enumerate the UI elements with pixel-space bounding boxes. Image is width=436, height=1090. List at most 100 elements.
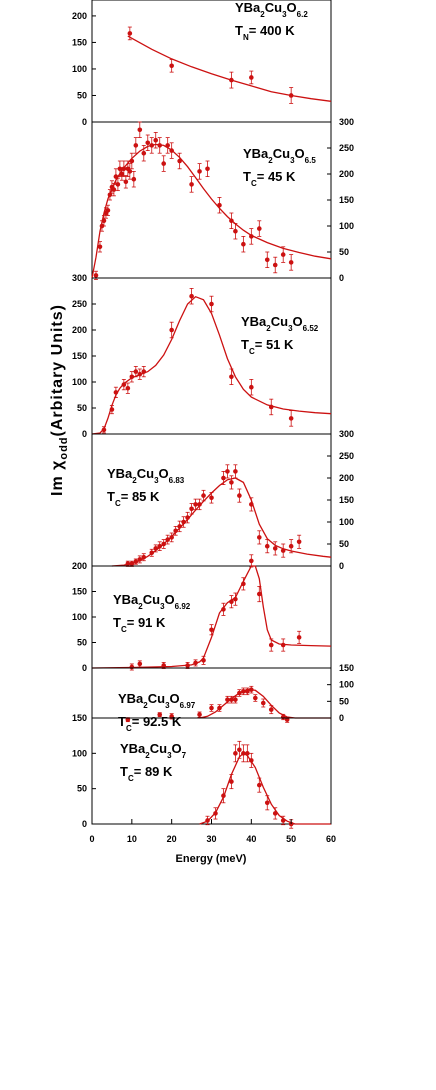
data-point (280, 548, 286, 553)
compound-label-part: YBa (243, 146, 269, 161)
compound-label-part: 2 (138, 602, 143, 611)
data-point (288, 260, 294, 265)
compound-label-part: 2 (260, 10, 265, 19)
y-tick-label: 50 (77, 784, 87, 794)
data-point (193, 660, 198, 666)
parameter-label-part: T (107, 489, 115, 504)
fit-curve (127, 35, 332, 102)
data-point (173, 528, 178, 534)
parameter-label-part: C (128, 774, 134, 783)
data-point (221, 607, 226, 612)
data-point (123, 179, 129, 185)
y-axis-label-suffix: (Arbitary Units) (49, 304, 66, 436)
data-point (249, 558, 254, 564)
y-tick-label: 50 (77, 403, 87, 413)
parameter-label: TC= 91 K (113, 615, 166, 634)
compound-label-part: 6.97 (180, 701, 196, 710)
y-tick-label: 300 (339, 429, 354, 439)
data-point (245, 689, 250, 694)
data-point (177, 524, 182, 529)
data-point (245, 751, 250, 756)
data-point (97, 244, 103, 250)
data-point (161, 161, 166, 166)
data-point (125, 385, 131, 391)
data-point (197, 169, 202, 174)
compound-label: YBa2Cu3O6.97 (118, 691, 196, 710)
parameter-label-part: T (118, 714, 126, 729)
data-point (280, 252, 286, 257)
fit-curve (111, 477, 332, 567)
y-tick-label: 150 (72, 713, 87, 723)
data-point (249, 384, 254, 390)
parameter-label: TC= 89 K (120, 764, 173, 783)
parameter-label: TC= 45 K (243, 169, 296, 188)
data-point (237, 690, 242, 696)
compound-label-part: YBa (235, 0, 261, 15)
data-point (264, 800, 270, 806)
data-point (137, 127, 143, 133)
compound-label-part: YBa (113, 592, 139, 607)
data-point (153, 546, 159, 551)
data-point (217, 705, 222, 711)
x-tick-label: 20 (167, 834, 177, 844)
data-point (233, 469, 238, 474)
data-point (241, 241, 246, 247)
data-point (101, 218, 107, 224)
data-point (157, 543, 163, 549)
compound-label-part: Cu (150, 741, 167, 756)
compound-label-part: 3 (165, 701, 170, 710)
parameter-label-part: T (120, 764, 128, 779)
compound-label-part: Cu (273, 146, 290, 161)
y-tick-label: 100 (72, 748, 87, 758)
data-point (129, 561, 135, 567)
compound-label-part: 6.52 (303, 324, 319, 333)
data-point (249, 758, 254, 763)
data-point (161, 541, 166, 547)
data-point (229, 77, 234, 83)
data-point (249, 502, 254, 507)
data-point (125, 561, 131, 567)
data-point (115, 182, 121, 187)
y-axis-label-subscript: odd (58, 436, 70, 459)
y-tick-label: 50 (339, 696, 349, 706)
data-point (137, 371, 143, 377)
fit-curve (199, 752, 331, 825)
data-point (127, 31, 133, 36)
data-point (111, 187, 117, 192)
data-point (229, 779, 234, 784)
y-tick-label: 50 (77, 90, 87, 100)
y-tick-label: 0 (82, 663, 87, 673)
data-point (280, 642, 286, 648)
data-point (137, 661, 143, 667)
data-point (131, 176, 137, 182)
data-point (129, 374, 135, 380)
data-point (105, 208, 111, 213)
parameter-label-part: = 85 K (121, 489, 160, 504)
parameter-label: TC= 51 K (241, 337, 294, 356)
data-point (225, 469, 230, 474)
y-tick-label: 0 (339, 273, 344, 283)
data-point (165, 143, 170, 148)
data-point (209, 705, 214, 711)
data-point (272, 811, 278, 816)
parameter-label: TN= 400 K (235, 23, 295, 42)
data-point (268, 642, 274, 648)
y-tick-label: 150 (72, 587, 87, 597)
data-point (257, 226, 262, 231)
parameter-label-part: C (115, 499, 121, 508)
compound-label-part: O (295, 146, 305, 161)
compound-label-part: Cu (143, 592, 160, 607)
data-point (288, 416, 294, 421)
data-point (93, 273, 99, 278)
data-point (109, 407, 115, 412)
data-point (129, 158, 135, 164)
data-point (169, 148, 174, 153)
compound-label-part: Cu (148, 691, 165, 706)
data-point (113, 174, 119, 179)
data-point (257, 591, 262, 597)
data-point (284, 717, 290, 722)
data-point (107, 192, 113, 198)
data-point (181, 519, 186, 525)
x-tick-label: 40 (246, 834, 256, 844)
